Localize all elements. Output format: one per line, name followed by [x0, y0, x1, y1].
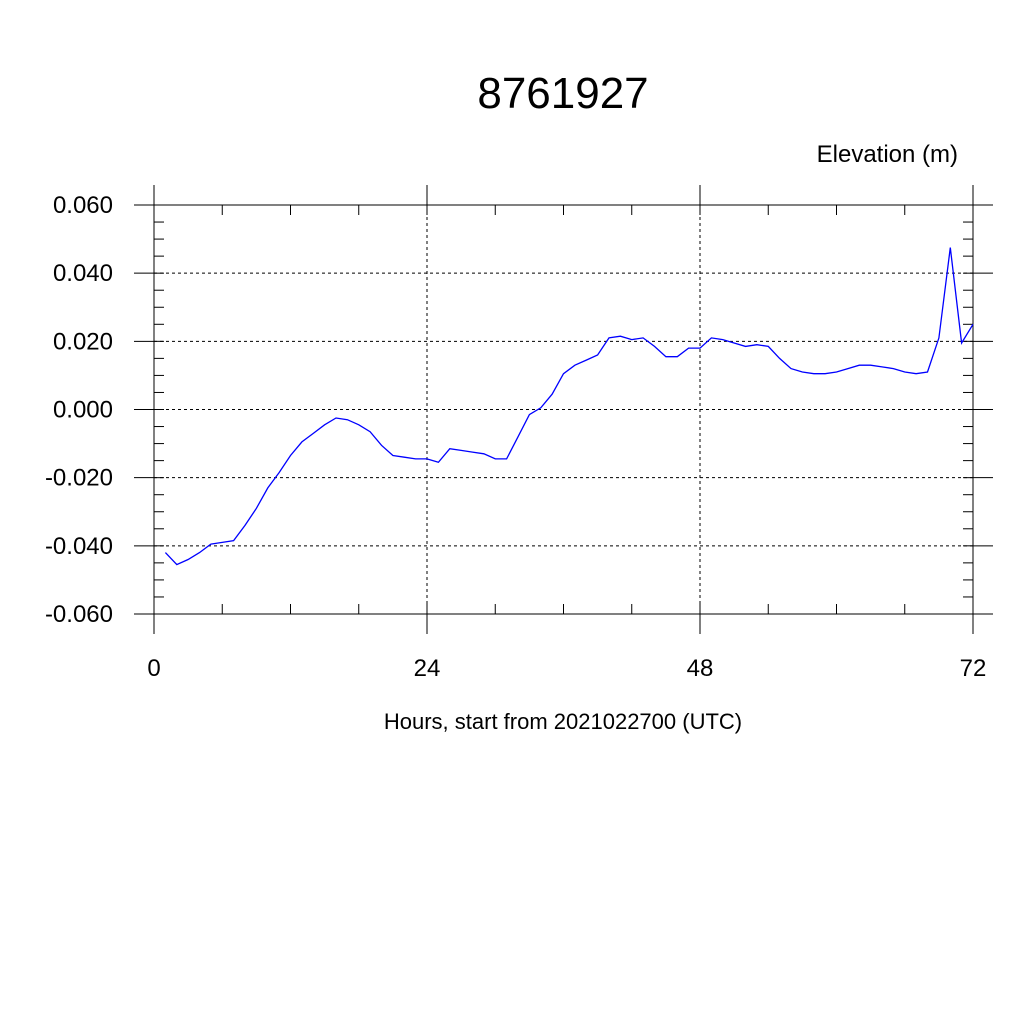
series-line — [164, 247, 974, 566]
y-tick-label: 0.040 — [53, 260, 113, 287]
y-tick-label: -0.060 — [45, 601, 113, 628]
y-tick-label: 0.020 — [53, 328, 113, 355]
x-tick-label: 48 — [687, 655, 714, 682]
ticks — [134, 185, 993, 634]
x-tick-label: 72 — [960, 655, 987, 682]
x-tick-label: 0 — [147, 655, 160, 682]
y-tick-label: -0.040 — [45, 533, 113, 560]
grid — [154, 204, 974, 614]
x-axis-label: Hours, start from 2021022700 (UTC) — [384, 709, 742, 734]
chart-title: 8761927 — [477, 69, 648, 118]
series-group — [164, 247, 974, 566]
x-tick-label: 24 — [414, 655, 441, 682]
y-axis-label: Elevation (m) — [817, 141, 958, 168]
y-tick-label: -0.020 — [45, 465, 113, 492]
tick-labels: -0.060 -0.040 -0.020 0.000 0.020 0.040 0.060 0 2… — [45, 192, 986, 682]
y-tick-label: 0.060 — [53, 192, 113, 219]
y-tick-label: 0.000 — [53, 397, 113, 424]
